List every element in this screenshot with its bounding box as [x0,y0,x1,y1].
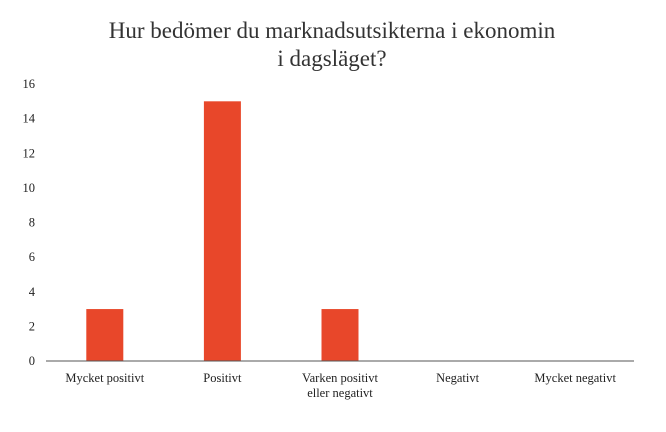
y-axis-ticks: 0 2 4 6 8 10 12 14 16 [23,77,36,368]
x-axis-labels: Mycket positivt Positivt Varken positivtel… [65,371,616,400]
y-tick-label: 10 [23,181,36,195]
bar [321,309,359,361]
y-tick-label: 4 [29,285,36,299]
bar [86,309,124,361]
y-tick-label: 8 [29,216,35,230]
y-tick-label: 12 [23,146,36,160]
x-category-label: Negativt [436,371,480,385]
y-tick-label: 6 [29,250,35,264]
x-category-label: Varken positivt [302,371,379,385]
y-tick-label: 14 [23,112,36,126]
chart-title-line-1: Hur bedömer du marknadsutsikterna i ekon… [109,18,556,43]
bar [203,101,241,361]
y-tick-label: 16 [23,77,36,91]
x-category-label: Positivt [203,371,242,385]
chart-title-line-2: i dagsläget? [277,46,386,71]
x-category-label: Mycket negativt [534,371,616,385]
bars [86,101,359,361]
y-tick-label: 2 [29,319,35,333]
y-tick-label: 0 [29,354,35,368]
x-category-label: eller negativt [307,386,373,400]
x-category-label: Mycket positivt [65,371,144,385]
